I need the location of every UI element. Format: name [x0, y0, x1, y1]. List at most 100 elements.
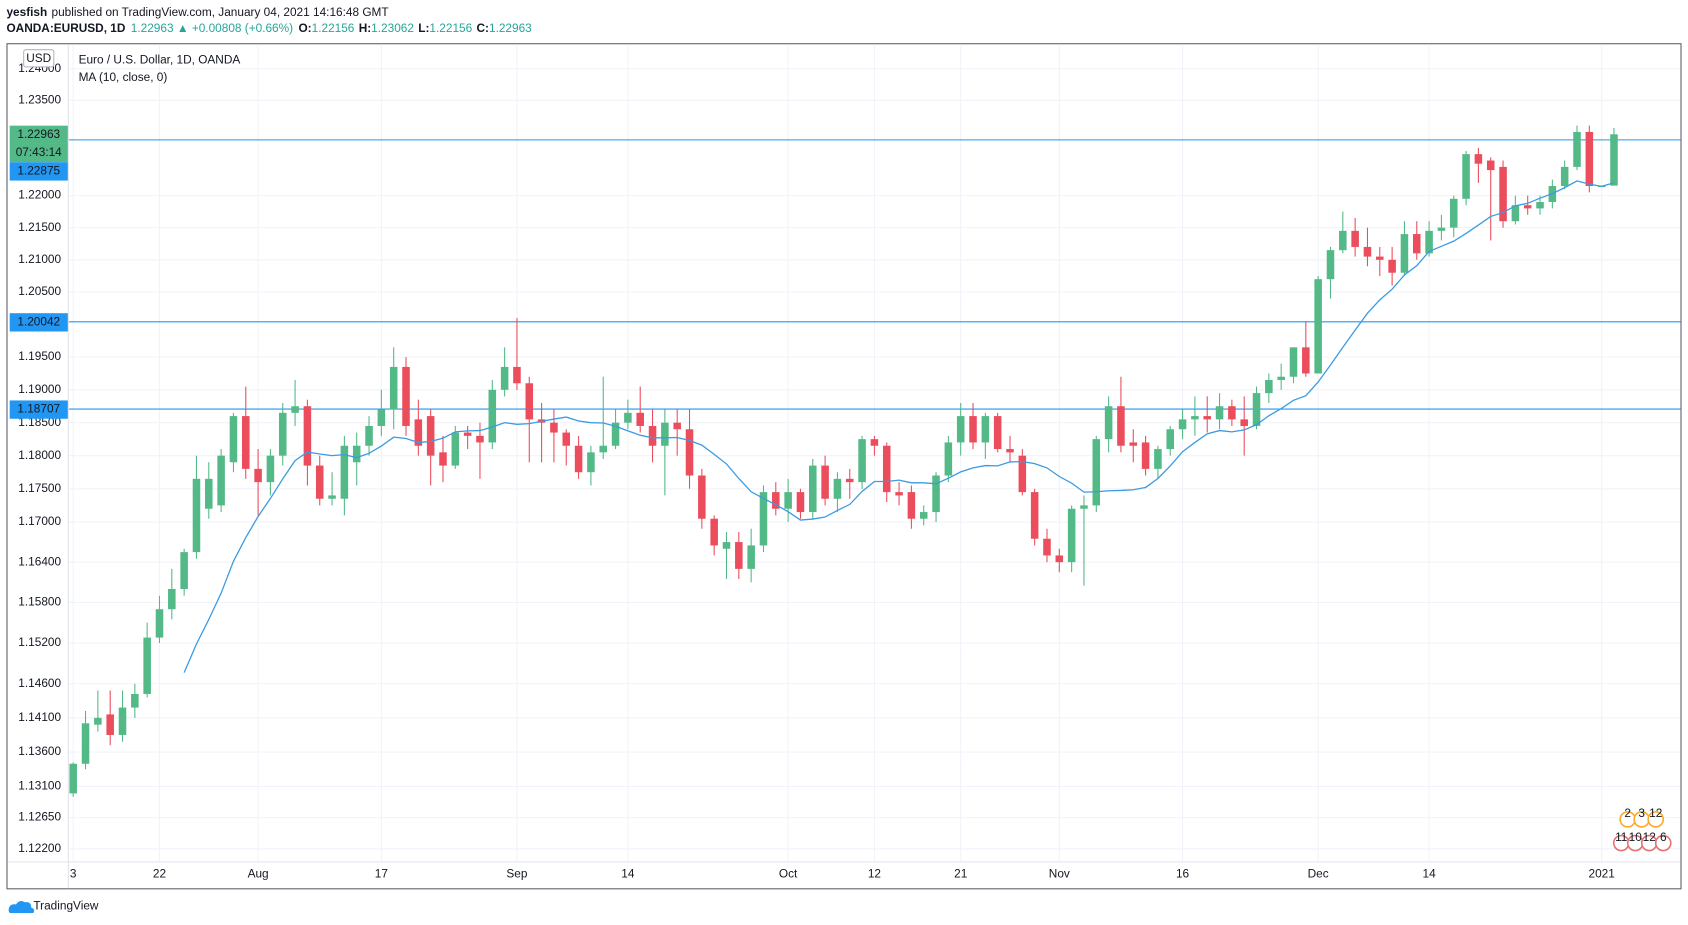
candle-body	[599, 445, 608, 453]
candle-body	[500, 366, 509, 390]
candle-body	[291, 406, 299, 413]
y-tick-label: 1.21500	[18, 220, 61, 234]
candle-body	[1462, 154, 1470, 199]
quote: 1.22963 ▲ +0.00808 (+0.66%)	[131, 21, 293, 35]
candle-body	[895, 492, 903, 496]
candle-body	[1585, 131, 1594, 187]
candle-body	[1030, 492, 1039, 539]
candle-body	[1252, 393, 1261, 426]
event-count: 2	[1624, 806, 1631, 820]
candle-body	[932, 475, 940, 513]
candle-body	[94, 717, 102, 725]
hline-price-label: 1.22875	[17, 164, 60, 178]
candle-body	[168, 589, 176, 610]
candle-body	[402, 366, 410, 426]
candle-body	[1141, 442, 1150, 469]
countdown: 07:43:14	[16, 145, 62, 159]
candle-body	[303, 406, 312, 466]
candle-body	[722, 542, 731, 549]
ohlc-key: C:	[477, 21, 489, 35]
candle-body	[735, 542, 743, 569]
candle-body	[1178, 419, 1187, 430]
y-tick-label: 1.23500	[18, 92, 61, 106]
y-tick-label: 1.12650	[18, 810, 61, 824]
candle-body	[969, 416, 977, 443]
y-tick-label: 1.13600	[18, 744, 61, 758]
candle-body	[106, 714, 114, 735]
y-tick-label: 1.22000	[18, 188, 61, 202]
candle-body	[488, 389, 497, 443]
x-tick-label: Aug	[248, 866, 269, 880]
ohlc-value: 1.22156	[429, 21, 472, 35]
candle-body	[1425, 230, 1433, 254]
y-tick-label: 1.17000	[18, 514, 61, 528]
candle-body	[919, 512, 928, 519]
candle-body	[1018, 455, 1027, 493]
indicator-legend: MA (10, close, 0)	[79, 70, 168, 84]
y-tick-label: 1.17500	[18, 481, 61, 495]
candle-body	[229, 416, 238, 463]
candle-body	[1610, 134, 1618, 186]
candle-body	[550, 422, 558, 433]
moving-average	[183, 180, 1615, 673]
y-tick-label: 1.15800	[18, 595, 61, 609]
hline-price-box	[9, 400, 68, 419]
candle-body	[352, 445, 361, 463]
y-tick-label: 1.21000	[18, 252, 61, 266]
candle-body	[833, 478, 842, 499]
candle-body	[1055, 555, 1064, 563]
candle-body	[1486, 160, 1495, 171]
candle-body	[1006, 449, 1014, 453]
candle-body	[463, 432, 472, 436]
candle-body	[809, 465, 817, 513]
y-tick-label: 1.19500	[18, 349, 61, 363]
candle-body	[315, 465, 324, 499]
hline-price-box	[9, 162, 68, 181]
candle-body	[747, 545, 755, 569]
price-axis: 1.240001.235001.220001.215001.210001.205…	[9, 61, 1615, 880]
candle-body	[648, 425, 657, 446]
event-count: 12	[1649, 806, 1662, 820]
last-price-box	[9, 125, 68, 144]
candle-body	[1388, 259, 1396, 273]
candle-body	[882, 445, 891, 493]
candle-body	[993, 416, 1002, 450]
candle-body	[845, 478, 854, 483]
candle-body	[328, 495, 336, 499]
candle-body	[661, 422, 669, 446]
candle-body	[377, 409, 386, 426]
candle-body	[784, 492, 792, 509]
x-tick-label: Sep	[506, 866, 527, 880]
y-tick-label: 1.12200	[18, 841, 61, 855]
candle-body	[1413, 234, 1421, 254]
published: published on TradingView.com, January 04…	[52, 5, 389, 19]
footer: TradingView	[33, 899, 99, 913]
y-tick-label: 1.19000	[18, 382, 61, 396]
candle-body	[81, 723, 90, 764]
candle-body	[673, 422, 681, 430]
y-tick-label: 1.18000	[18, 448, 61, 462]
candle-body	[278, 412, 287, 456]
candle-body	[254, 468, 262, 483]
x-tick-label: 22	[153, 866, 166, 880]
candle-body	[1043, 538, 1051, 556]
candle-body	[192, 478, 201, 553]
candle-body	[143, 637, 151, 694]
grid	[68, 44, 1681, 862]
candle-body	[1080, 505, 1088, 509]
candle-body	[1314, 279, 1322, 374]
y-tick-label: 1.14600	[18, 676, 61, 690]
plot	[68, 125, 1681, 797]
event-count: 12	[1643, 830, 1656, 844]
candle-body	[1092, 439, 1101, 506]
candle-body	[1154, 449, 1162, 469]
hline-price-label: 1.20042	[17, 314, 60, 328]
candle-body	[698, 475, 706, 519]
event-count: 3	[1638, 806, 1645, 820]
candle-body	[587, 452, 595, 473]
candle-body	[155, 609, 164, 638]
candle-body	[1129, 442, 1138, 446]
x-tick-label: 3	[70, 866, 77, 880]
candle-body	[205, 478, 213, 509]
